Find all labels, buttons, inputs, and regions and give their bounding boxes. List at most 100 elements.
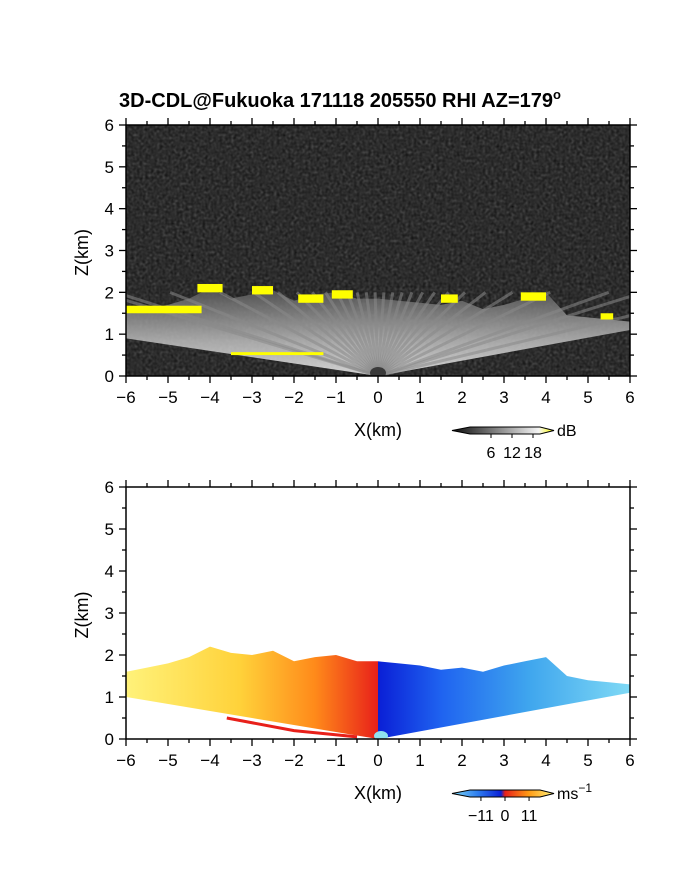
x-tick-label: −6 — [116, 751, 135, 770]
intensity-plot-area — [126, 125, 630, 376]
x-tick-label: 2 — [457, 751, 466, 770]
intensity-ray — [295, 291, 380, 376]
intensity-ray — [311, 291, 380, 376]
velocity-ground-edge — [226, 716, 358, 739]
intensity-high-patch — [231, 352, 324, 356]
y-tick-label: 5 — [105, 158, 114, 177]
intensity-high-patch — [197, 283, 223, 293]
colorbar-tick-label: 12 — [503, 445, 521, 462]
intensity-ray — [376, 291, 436, 376]
intensity-ray — [324, 291, 380, 376]
x-tick-label: −5 — [158, 751, 177, 770]
y-tick-label: 0 — [105, 730, 114, 749]
intensity-ray — [376, 291, 450, 376]
x-tick-label: 5 — [583, 388, 592, 407]
y-tick-label: 2 — [105, 646, 114, 665]
x-tick-label: 4 — [541, 388, 550, 407]
intensity-ray — [377, 290, 610, 376]
intensity-ray — [346, 291, 380, 376]
intensity-rays — [126, 290, 630, 376]
intensity-colorbar: 6 12 18 dB — [451, 423, 577, 462]
intensity-high-regions — [126, 283, 614, 356]
intensity-high-patch — [126, 305, 202, 314]
velocity-positive-region — [126, 646, 378, 739]
intensity-ray — [355, 291, 380, 376]
radar-origin — [374, 731, 388, 739]
x-tick-label: 0 — [373, 388, 382, 407]
x-tick-label: 6 — [625, 751, 634, 770]
intensity-ray — [376, 291, 414, 376]
x-axis-label: X(km) — [354, 420, 402, 440]
title-degree: o — [553, 87, 561, 102]
x-tick-label: 1 — [415, 751, 424, 770]
colorbar-unit: dB — [557, 423, 577, 440]
colorbar-tick-label: 11 — [521, 808, 538, 825]
y-axis-label: Z(km) — [72, 229, 92, 276]
x-tick-label: −4 — [200, 751, 219, 770]
intensity-ray — [376, 291, 467, 376]
velocity-panel: −6 −5 −4 −3 −2 −1 0 1 2 3 4 5 6 0 1 2 3 4 5 6 X(km) Z(km) −11 0… — [72, 478, 637, 825]
x-tick-label: 5 — [583, 751, 592, 770]
radar-origin — [370, 367, 386, 376]
x-tick-label: −6 — [116, 388, 135, 407]
x-tick-label: −2 — [284, 388, 303, 407]
y-tick-label: 6 — [105, 478, 114, 497]
y-tick-label: 0 — [105, 367, 114, 386]
colorbar-bar — [451, 789, 555, 798]
y-axis-label: Z(km) — [72, 592, 92, 639]
x-tick-label: 4 — [541, 751, 550, 770]
y-tick-label: 6 — [105, 116, 114, 135]
intensity-ray — [377, 291, 514, 376]
intensity-ray — [252, 291, 379, 376]
intensity-high-patch — [441, 294, 458, 303]
title-text: 3D-CDL@Fukuoka 171118 205550 RHI AZ=179 — [119, 90, 553, 112]
x-tick-label: 6 — [625, 388, 634, 407]
intensity-high-patch — [252, 286, 273, 295]
intensity-ray — [377, 291, 487, 376]
x-tick-label: −4 — [200, 388, 219, 407]
y-tick-label: 1 — [105, 688, 114, 707]
x-tick-label: 0 — [373, 751, 382, 770]
x-tick-label: −3 — [242, 388, 261, 407]
colorbar-tick-label: 18 — [524, 445, 542, 462]
velocity-colorbar: −11 0 11 ms−1 — [451, 781, 592, 825]
intensity-ray — [377, 294, 630, 376]
intensity-ray — [169, 290, 379, 376]
y-tick-label: 4 — [105, 562, 114, 581]
x-axis-label: X(km) — [354, 783, 402, 803]
velocity-plot-area — [126, 646, 630, 739]
y-tick-label: 4 — [105, 200, 114, 219]
x-tick-label: −2 — [284, 751, 303, 770]
intensity-ray — [376, 291, 424, 376]
y-tick-label: 3 — [105, 604, 114, 623]
colorbar-bar — [451, 426, 555, 435]
y-tick-label: 5 — [105, 520, 114, 539]
x-tick-label: 3 — [499, 388, 508, 407]
x-tick-label: 3 — [499, 751, 508, 770]
intensity-ray — [219, 291, 379, 376]
intensity-high-patch — [298, 294, 324, 303]
intensity-frame — [119, 118, 637, 383]
x-tick-label: 2 — [457, 388, 466, 407]
colorbar-tick-label: 0 — [501, 808, 510, 825]
colorbar-unit-superscript: −1 — [578, 781, 592, 795]
intensity-high-patch — [600, 313, 614, 320]
intensity-ray — [377, 314, 630, 376]
velocity-frame — [119, 480, 637, 746]
x-tick-label: 1 — [415, 388, 424, 407]
intensity-high-patch — [331, 290, 353, 299]
x-tick-label: −1 — [326, 388, 345, 407]
x-tick-label: −5 — [158, 388, 177, 407]
y-tick-label: 3 — [105, 242, 114, 261]
colorbar-tick-label: 6 — [487, 445, 496, 462]
y-tick-label: 2 — [105, 283, 114, 302]
intensity-ray — [276, 291, 379, 376]
x-tick-label: −1 — [326, 751, 345, 770]
figure-title: 3D-CDL@Fukuoka 171118 205550 RHI AZ=179o — [119, 87, 561, 112]
y-tick-label: 1 — [105, 325, 114, 344]
velocity-negative-region — [378, 657, 630, 739]
intensity-high-patch — [520, 292, 546, 301]
intensity-ray — [377, 290, 551, 376]
